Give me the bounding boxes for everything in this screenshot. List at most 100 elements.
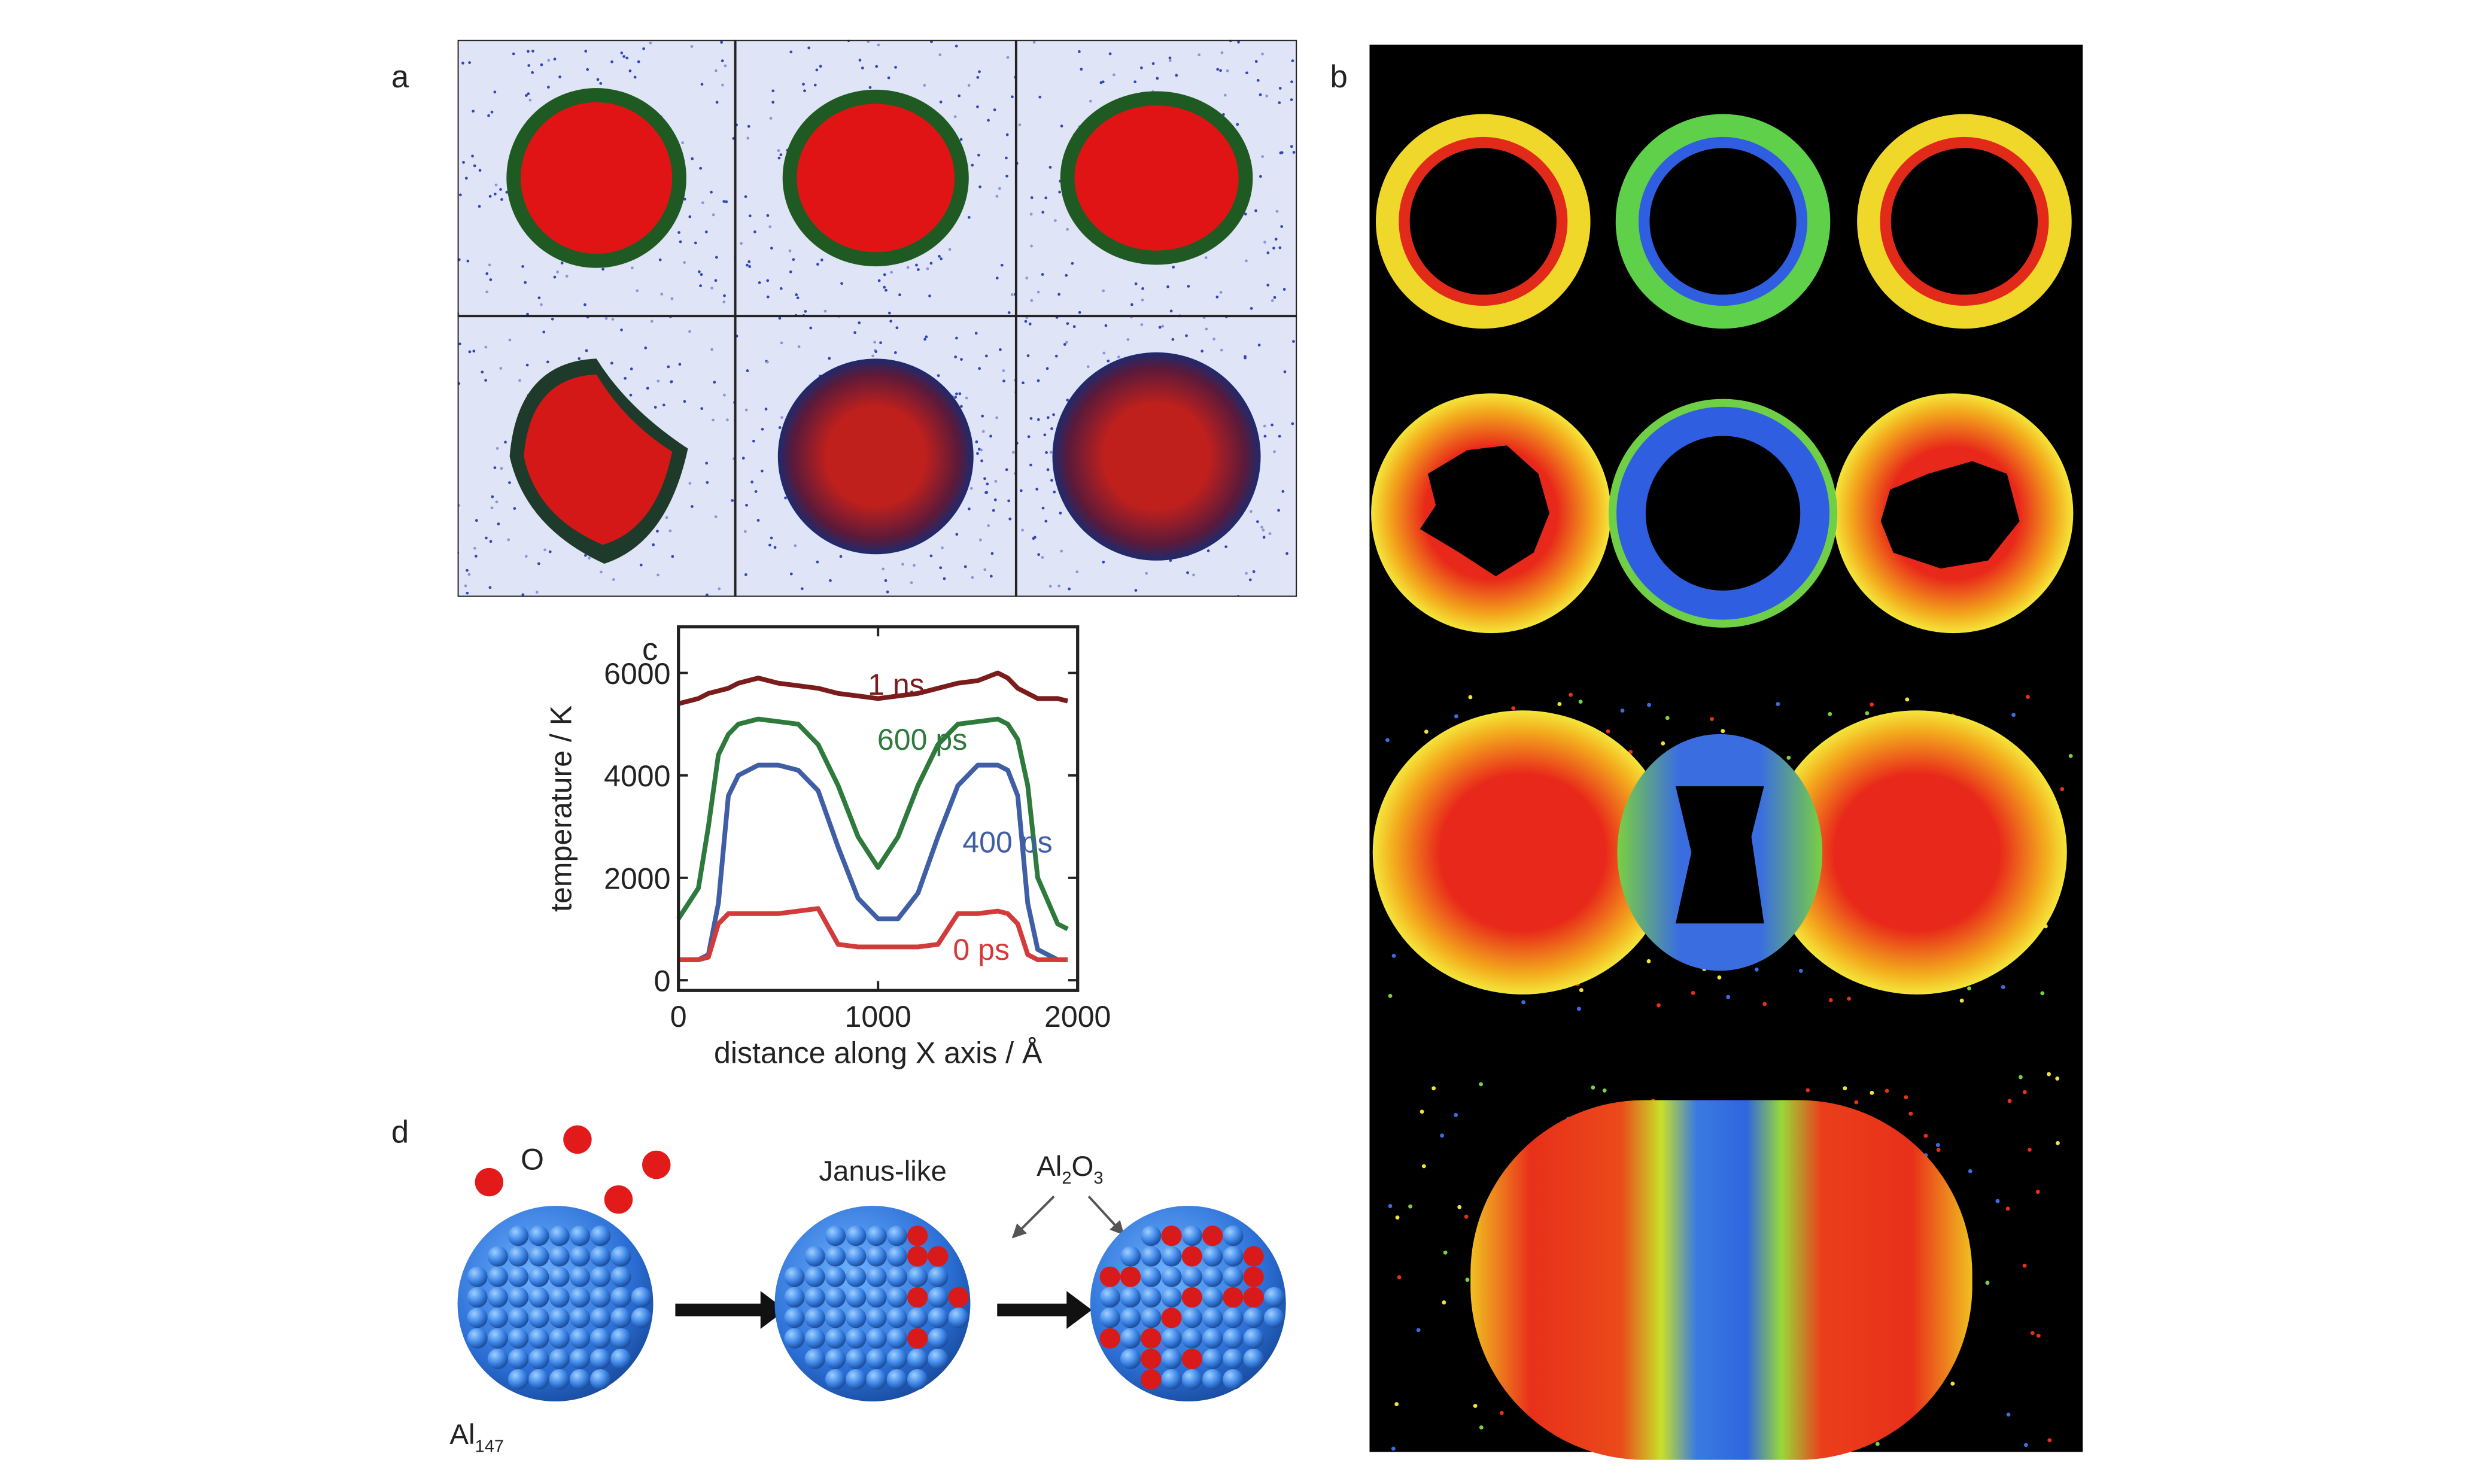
speckle — [611, 318, 615, 321]
speckle — [688, 330, 691, 333]
speckle — [1278, 101, 1281, 104]
speckle — [499, 188, 502, 191]
atom — [1141, 1266, 1162, 1287]
atom — [569, 1328, 591, 1349]
speckle — [1499, 1410, 1504, 1415]
speckle — [819, 65, 822, 68]
speckle — [1066, 227, 1069, 231]
speckle — [954, 396, 958, 399]
speckle — [976, 75, 980, 79]
speckle — [1151, 62, 1155, 65]
speckle — [731, 499, 734, 502]
speckle — [2047, 1072, 2051, 1076]
x-tick-label: 1000 — [844, 1000, 911, 1033]
speckle — [723, 294, 726, 297]
speckle — [1065, 273, 1068, 277]
speckle — [725, 200, 728, 203]
speckle — [1037, 553, 1041, 556]
speckle — [499, 367, 503, 370]
speckle — [701, 201, 704, 205]
speckle — [777, 149, 780, 152]
speckle — [1273, 450, 1276, 454]
speckle — [2011, 713, 2016, 717]
speckle — [1037, 379, 1040, 382]
particle-core — [521, 102, 673, 254]
speckle — [670, 297, 674, 300]
speckle — [524, 555, 528, 558]
speckle — [1272, 247, 1275, 250]
speckle — [768, 225, 772, 229]
speckle — [1828, 711, 1832, 716]
hole — [1880, 461, 2020, 568]
atom — [1223, 1266, 1244, 1287]
ring-inner — [1638, 136, 1808, 306]
speckle — [1268, 532, 1272, 536]
speckle — [1620, 708, 1625, 713]
ring-outer — [1608, 399, 1838, 628]
atom — [928, 1328, 949, 1349]
speckle — [969, 486, 973, 490]
speckle — [978, 70, 981, 74]
speckle — [2047, 1438, 2052, 1443]
series-line — [676, 716, 1069, 932]
speckle — [1219, 69, 1222, 72]
speckle — [895, 326, 899, 330]
speckle — [531, 50, 534, 53]
speckle — [1828, 998, 1833, 1002]
speckle — [954, 355, 958, 358]
speckle — [1569, 692, 1573, 697]
speckle — [1200, 349, 1204, 353]
speckle — [744, 573, 747, 576]
speckle — [1168, 56, 1172, 60]
speckle — [959, 138, 963, 141]
speckle — [976, 105, 979, 108]
speckle — [983, 477, 986, 481]
atom — [549, 1307, 570, 1328]
speckle — [1134, 282, 1138, 285]
speckle — [500, 467, 503, 470]
atom — [1181, 1328, 1202, 1349]
speckle — [780, 341, 783, 345]
atom — [590, 1225, 611, 1246]
speckle — [1277, 509, 1280, 512]
speckle — [1292, 340, 1295, 343]
speckle — [512, 52, 515, 56]
atom — [487, 1328, 508, 1349]
speckle — [478, 169, 482, 172]
speckle — [542, 330, 546, 334]
speckle — [853, 331, 856, 334]
speckle — [718, 587, 721, 591]
speckle — [873, 340, 877, 344]
speckle — [981, 430, 985, 433]
speckle — [923, 337, 926, 341]
blob — [1372, 710, 1673, 995]
speckle — [474, 555, 478, 558]
speckle — [665, 516, 668, 519]
atom — [1099, 1328, 1120, 1349]
speckle — [764, 408, 768, 411]
speckle — [1278, 87, 1282, 90]
atom — [948, 1307, 969, 1328]
speckle — [958, 94, 961, 98]
atom — [1243, 1246, 1264, 1267]
atom — [1243, 1348, 1264, 1370]
speckle — [939, 566, 943, 570]
speckle — [886, 590, 889, 594]
speckle — [699, 284, 702, 287]
speckle — [714, 515, 718, 518]
atom — [1099, 1266, 1120, 1287]
speckle — [629, 393, 633, 397]
speckle — [704, 230, 708, 233]
speckle — [504, 440, 507, 444]
speckle — [993, 108, 996, 111]
speckle — [604, 317, 608, 320]
speckle — [715, 101, 719, 104]
speckle — [789, 50, 793, 54]
speckle — [1030, 244, 1033, 248]
speckle — [1245, 71, 1248, 75]
atom — [1223, 1225, 1244, 1246]
speckle — [1158, 326, 1162, 329]
speckle — [2007, 1099, 2012, 1103]
merged-particle — [1470, 1100, 1972, 1460]
atom — [549, 1225, 570, 1246]
